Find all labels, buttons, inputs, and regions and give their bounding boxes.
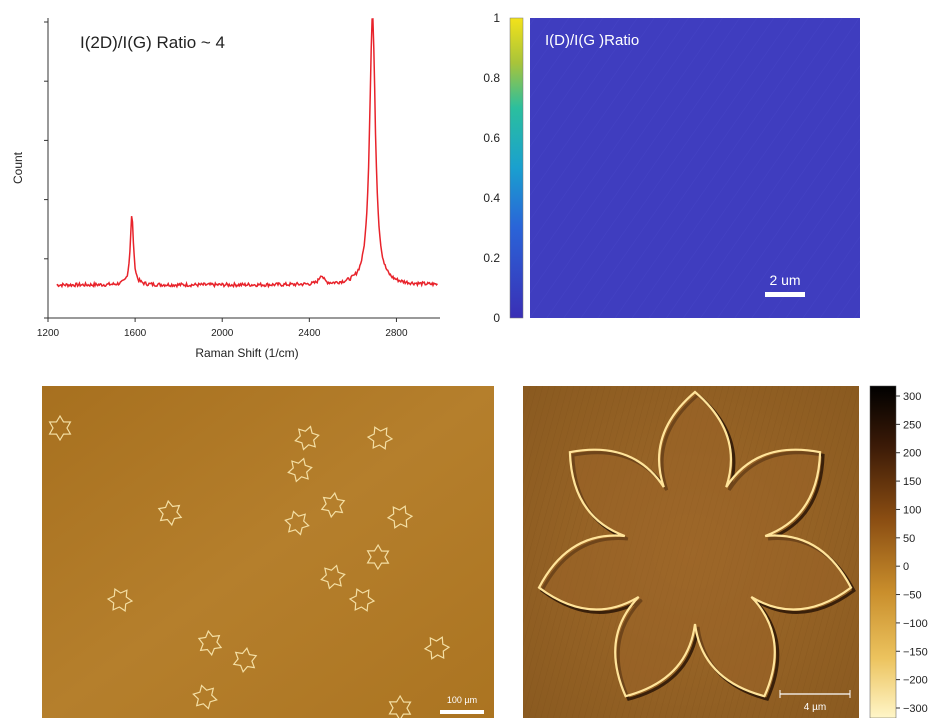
star-flake bbox=[423, 636, 451, 660]
afm-colorbar-tick-label: −100 bbox=[903, 618, 928, 630]
afm-colorbar-tick-label: −150 bbox=[903, 646, 928, 658]
raman-spectrum-line bbox=[56, 18, 438, 289]
afm-colorbar-tick-label: 100 bbox=[903, 504, 921, 516]
spectrum-x-tick-label: 1600 bbox=[124, 328, 147, 339]
star-flake bbox=[232, 647, 258, 673]
spectrum-y-ticks bbox=[44, 21, 48, 319]
idig-scale-label: 2 um bbox=[769, 272, 800, 288]
afm-colorbar-tick-label: 200 bbox=[903, 448, 921, 460]
spectrum-x-tick-label: 2400 bbox=[298, 328, 321, 339]
star-flake bbox=[388, 694, 412, 718]
idig-colorbar-ticks: 0 0.2 0.4 0.6 0.8 1 bbox=[483, 11, 500, 325]
star-flake bbox=[320, 491, 346, 519]
optical-scale-label: 100 µm bbox=[447, 695, 477, 705]
star-flake bbox=[157, 499, 183, 527]
afm-colorbar-tick-label: 150 bbox=[903, 476, 921, 488]
afm-colorbar-tick-label: 50 bbox=[903, 533, 915, 545]
raman-spectrum-panel: 1200 1600 2000 2400 2800 I(2D)/I(G) Ratio ~ … bbox=[11, 18, 440, 360]
idig-scale-bar bbox=[765, 292, 805, 297]
star-flake bbox=[320, 564, 346, 590]
star-flake bbox=[284, 510, 310, 536]
star-flake bbox=[366, 426, 394, 450]
afm-colorbar bbox=[869, 385, 897, 718]
idig-colorbar-tick-label: 0.2 bbox=[483, 251, 500, 265]
afm-colorbar-tick-label: 250 bbox=[903, 419, 921, 431]
afm-colorbar-ticks: 300 250 200 150 100 50 0 −50 −100 −150 −200 −300 bbox=[896, 391, 928, 715]
idig-colorbar-tick-label: 1 bbox=[493, 11, 500, 25]
idig-colorbar-tick-label: 0.8 bbox=[483, 71, 500, 85]
spectrum-x-tick-label: 1200 bbox=[37, 328, 60, 339]
optical-micrograph-panel: 100 µm bbox=[42, 386, 494, 718]
afm-colorbar-tick-label: −300 bbox=[903, 703, 928, 715]
optical-scale-bar bbox=[440, 710, 484, 714]
afm-colorbar-tick-label: −50 bbox=[903, 590, 922, 602]
afm-scale-label: 4 µm bbox=[804, 702, 826, 713]
star-flake bbox=[294, 425, 320, 451]
flower-outline bbox=[537, 390, 853, 698]
optical-image bbox=[42, 386, 494, 718]
spectrum-x-ticks: 1200 1600 2000 2400 2800 bbox=[37, 318, 408, 339]
idig-colorbar-tick-label: 0.6 bbox=[483, 131, 500, 145]
star-flake bbox=[48, 414, 72, 442]
star-flake bbox=[386, 505, 414, 529]
spectrum-y-label: Count bbox=[11, 151, 25, 184]
star-flake bbox=[192, 684, 218, 710]
idig-colorbar-tick-label: 0.4 bbox=[483, 191, 500, 205]
spectrum-annotation: I(2D)/I(G) Ratio ~ 4 bbox=[80, 33, 225, 52]
idig-colorbar-tick-label: 0 bbox=[493, 311, 500, 325]
afm-image-panel: 4 µm 300 250 200 150 100 50 0 −50 −100 −150 −200 −3… bbox=[523, 385, 928, 718]
spectrum-x-tick-label: 2800 bbox=[385, 328, 408, 339]
afm-colorbar-tick-label: −200 bbox=[903, 675, 928, 687]
idig-colorbar bbox=[509, 17, 524, 319]
idig-ratio-map-panel: 0 0.2 0.4 0.6 0.8 1 I(D)/I(G )Ratio 2 um bbox=[483, 11, 860, 325]
idig-map-title: I(D)/I(G )Ratio bbox=[545, 32, 639, 49]
star-flake bbox=[366, 543, 390, 571]
spectrum-x-label: Raman Shift (1/cm) bbox=[195, 346, 298, 360]
star-flake bbox=[106, 588, 134, 612]
spectrum-x-tick-label: 2000 bbox=[211, 328, 234, 339]
star-flake bbox=[348, 588, 376, 612]
afm-colorbar-tick-label: 300 bbox=[903, 391, 921, 403]
afm-flower-flake bbox=[537, 390, 856, 701]
star-flake bbox=[197, 629, 223, 657]
graphene-star-flakes bbox=[48, 414, 451, 718]
star-flake bbox=[287, 457, 313, 483]
afm-colorbar-tick-label: 0 bbox=[903, 561, 909, 573]
idig-map-texture bbox=[530, 18, 860, 318]
